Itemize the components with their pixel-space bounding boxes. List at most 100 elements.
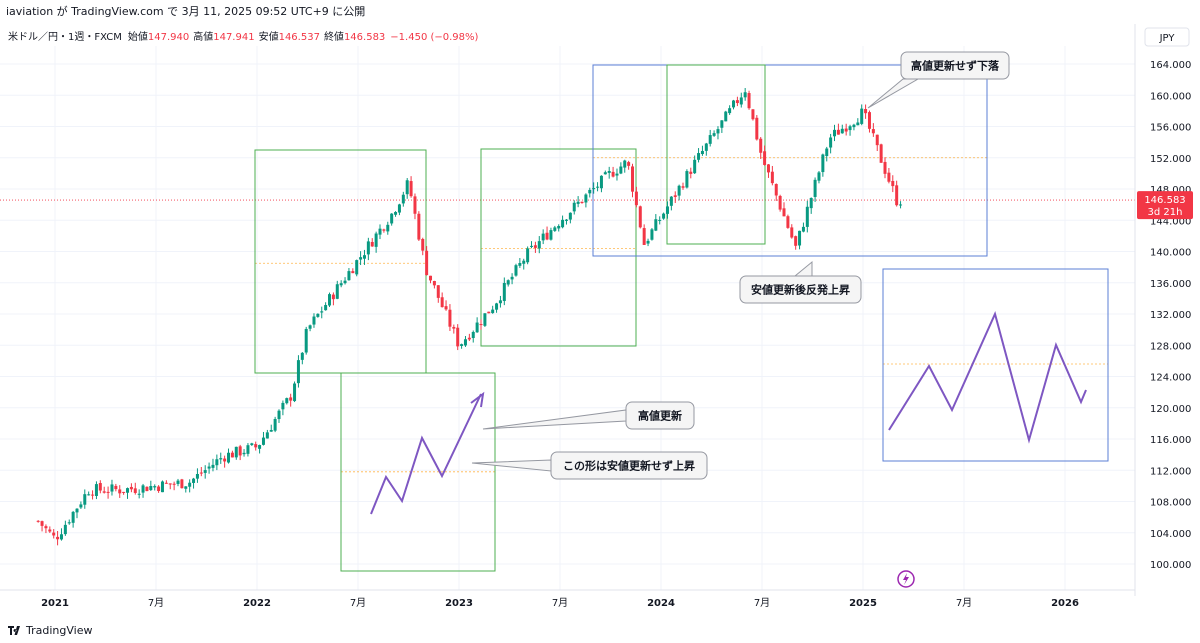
candle-body	[794, 236, 798, 246]
candle-body	[537, 241, 541, 249]
candle-body	[366, 241, 370, 255]
candle-body	[316, 313, 320, 317]
candle-body	[615, 173, 619, 176]
candle-body	[192, 478, 196, 483]
candle-body	[592, 188, 596, 190]
candle-body	[720, 120, 724, 128]
candle-body	[157, 486, 161, 492]
candle-body	[887, 172, 891, 182]
candle-body	[572, 202, 576, 212]
publish-info: iaviation が TradingView.com で 3月 11, 202…	[6, 5, 366, 18]
candle-body	[693, 159, 697, 174]
candle-body	[860, 108, 864, 124]
chart-grid	[0, 46, 1135, 590]
legend-high-label: 高値	[193, 30, 213, 43]
candle-body	[48, 529, 52, 532]
candle-body	[856, 122, 860, 126]
candle-body	[246, 445, 250, 454]
candle-body	[735, 100, 739, 104]
candle-body	[514, 265, 518, 276]
candle-body	[871, 129, 875, 134]
candle-body	[506, 280, 510, 285]
candle-body	[681, 186, 685, 188]
candle-body	[844, 128, 848, 132]
candle-body	[801, 226, 805, 232]
candle-body	[545, 232, 549, 240]
candle-body	[374, 233, 378, 247]
zigzag-range-pattern	[888, 311, 1087, 444]
event-lightning-icon[interactable]	[897, 570, 915, 588]
candle-body	[530, 245, 534, 247]
candle-body	[289, 397, 293, 401]
candle-body	[223, 458, 227, 462]
candle-body	[129, 486, 133, 490]
candle-body	[568, 212, 572, 220]
candle-body	[195, 473, 199, 479]
currency-label: JPY	[1159, 33, 1176, 44]
candle-body	[405, 180, 409, 195]
candle-body	[899, 204, 903, 206]
candle-body	[133, 488, 137, 493]
publish-header: iaviation が TradingView.com で 3月 11, 202…	[0, 0, 1200, 24]
candle-body	[413, 196, 417, 214]
candle-body	[176, 480, 180, 484]
candle-body	[798, 230, 802, 246]
price-tick-label: 124.000	[1150, 373, 1191, 384]
candle-body	[230, 452, 234, 458]
time-tick-label: 7月	[552, 597, 568, 609]
callout-higher-low-box	[550, 451, 708, 480]
legend-change: −1.450 (−0.98%)	[390, 32, 478, 43]
candle-body	[662, 213, 666, 219]
candle-body	[207, 466, 211, 469]
candle-body	[821, 154, 825, 173]
candle-body	[697, 153, 701, 160]
callout-rebound-tail	[793, 260, 813, 277]
blue-box-2024	[592, 64, 988, 257]
price-tick-label: 156.000	[1150, 123, 1191, 134]
zigzag-up-pattern	[370, 393, 482, 515]
candle-body	[732, 100, 736, 108]
candle-body	[479, 324, 483, 326]
candle-body	[110, 484, 114, 492]
candle-body	[526, 248, 530, 263]
candle-body	[584, 194, 588, 203]
candle-body	[79, 504, 83, 508]
candle-body	[751, 109, 755, 120]
candle-body	[59, 534, 63, 540]
time-tick-label: 2026	[1051, 598, 1079, 609]
candle-body	[98, 483, 102, 491]
candle-body	[254, 444, 258, 448]
candle-body	[211, 464, 215, 468]
currency-button[interactable]	[1144, 27, 1190, 47]
candle-body	[724, 111, 728, 122]
candle-body	[665, 206, 669, 214]
candle-body	[83, 494, 87, 505]
candle-body	[401, 194, 405, 204]
legend-close-label: 終値	[324, 30, 344, 43]
candle-body	[755, 117, 759, 140]
candle-body	[541, 233, 545, 241]
candle-body	[685, 171, 689, 188]
candle-body	[728, 108, 732, 114]
candle-body	[475, 322, 479, 333]
callout-rebound-box	[739, 275, 862, 304]
candle-body	[716, 129, 720, 134]
candle-body	[596, 186, 600, 188]
candle-body	[471, 331, 475, 339]
green-box-2022	[254, 149, 427, 374]
candle-body	[242, 452, 246, 455]
price-tick-label: 108.000	[1150, 498, 1191, 509]
candle-body	[351, 271, 355, 274]
candle-body	[160, 481, 164, 493]
candle-body	[561, 219, 565, 228]
candle-body	[836, 129, 840, 135]
candle-body	[172, 483, 176, 485]
candle-body	[712, 133, 716, 136]
candle-body	[700, 150, 704, 155]
green-box-2024	[666, 64, 766, 245]
candle-body	[355, 260, 359, 275]
price-tick-label: 140.000	[1150, 248, 1191, 259]
candle-body	[708, 135, 712, 144]
candle-body	[875, 134, 879, 146]
